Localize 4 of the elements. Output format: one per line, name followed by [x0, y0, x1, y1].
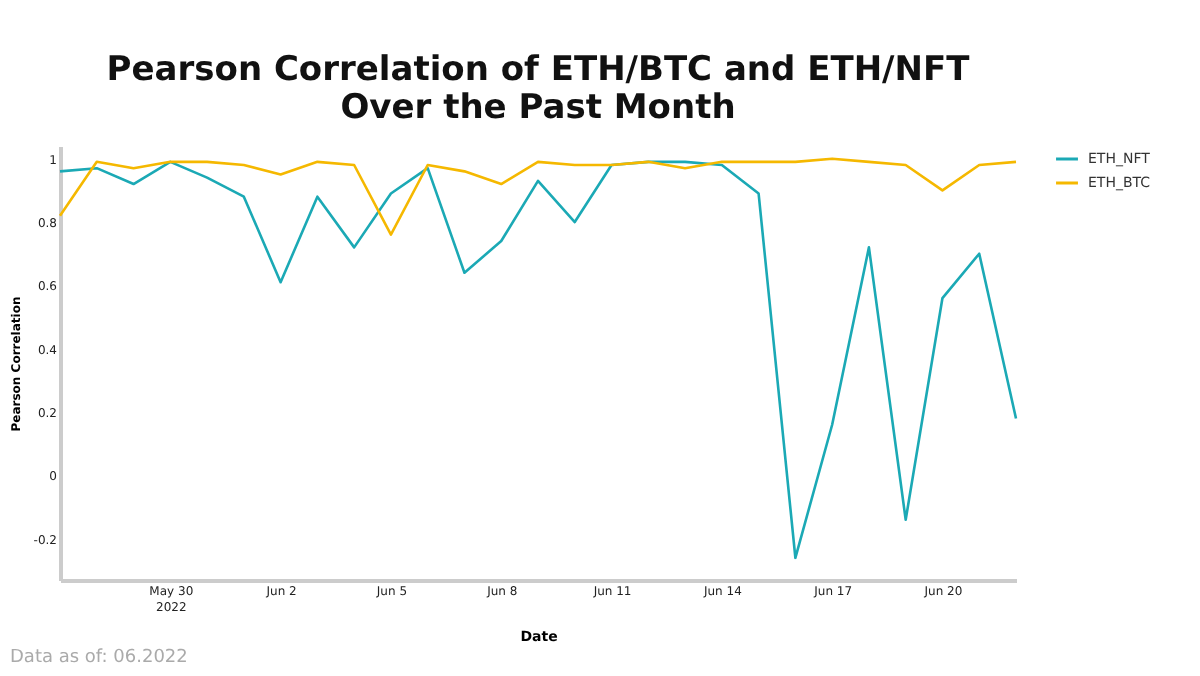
chart-title: Pearson Correlation of ETH/BTC and ETH/NFT Over the Past Month: [106, 50, 971, 128]
text: Data as of: 06.2022: [10, 648, 188, 668]
line-series: [58, 160, 1018, 560]
line-series: [58, 157, 1018, 236]
